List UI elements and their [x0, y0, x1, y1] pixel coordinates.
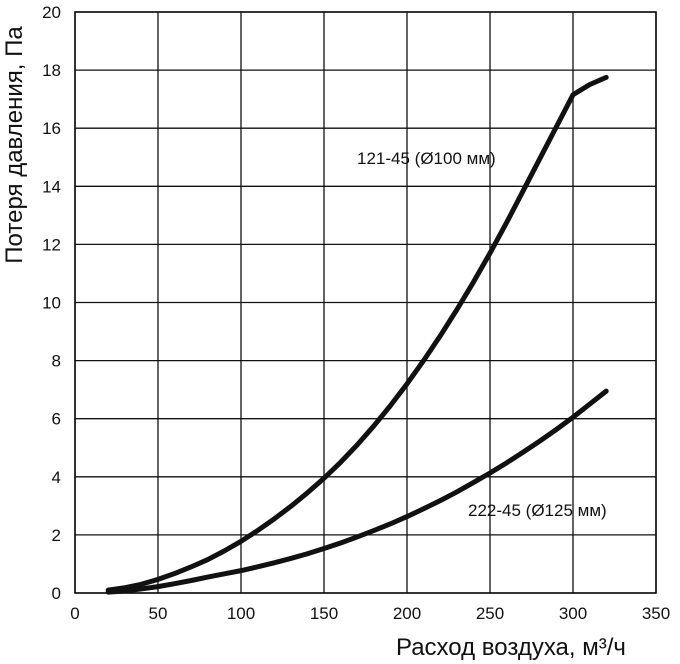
y-axis-title: Потеря давления, Па [1, 26, 28, 264]
y-tick-label: 20 [42, 3, 61, 22]
grid [74, 11, 657, 594]
series [105, 74, 609, 595]
series-line-121-45 [105, 74, 609, 593]
y-tick-label: 8 [52, 352, 61, 371]
series-label-121-45: 121-45 (Ø100 мм) [357, 149, 496, 168]
tick-labels: 0 50 100 150 200 250 300 350 0 2 4 6 8 10 12 14 16 18 20 [42, 3, 670, 623]
x-tick-label: 200 [393, 604, 421, 623]
y-tick-label: 16 [42, 119, 61, 138]
x-tick-label: 100 [227, 604, 255, 623]
y-tick-label: 0 [52, 584, 61, 603]
y-tick-label: 12 [42, 235, 61, 254]
x-axis-title: Расход воздуха, м³/ч [396, 634, 626, 661]
y-tick-label: 6 [52, 410, 61, 429]
y-tick-label: 14 [42, 177, 61, 196]
x-tick-label: 350 [642, 604, 670, 623]
series-line-222-45 [105, 388, 609, 595]
y-tick-label: 4 [52, 468, 61, 487]
y-tick-label: 2 [52, 526, 61, 545]
series-label-222-45: 222-45 (Ø125 мм) [468, 501, 607, 520]
x-tick-label: 250 [476, 604, 504, 623]
plot-frame [74, 11, 657, 594]
x-tick-label: 150 [310, 604, 338, 623]
x-tick-label: 0 [70, 604, 79, 623]
y-tick-label: 10 [42, 294, 61, 313]
x-tick-label: 50 [149, 604, 168, 623]
y-tick-label: 18 [42, 61, 61, 80]
x-tick-label: 300 [559, 604, 587, 623]
